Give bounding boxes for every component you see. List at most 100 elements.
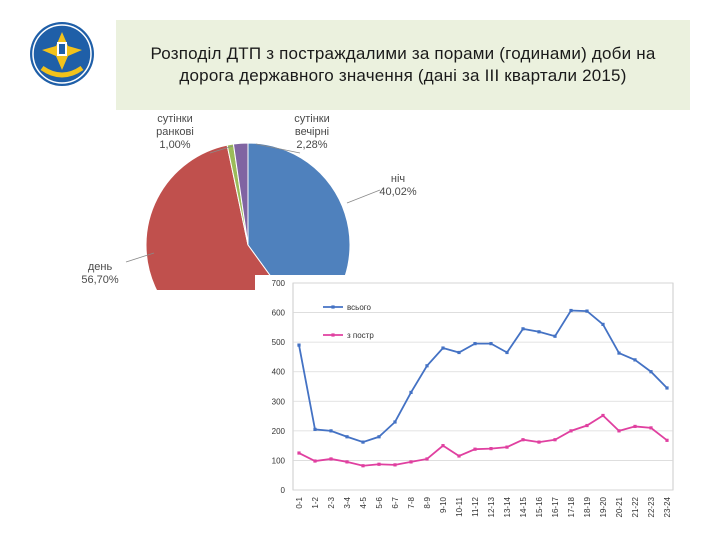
point-з постр-20-21	[617, 429, 621, 433]
point-всього-3-4	[345, 435, 349, 439]
point-всього-7-8	[409, 390, 413, 395]
point-з постр-7-8	[409, 460, 413, 464]
x-tick-12-13: 12-13	[487, 496, 496, 517]
point-з постр-16-17	[553, 438, 557, 442]
line-x-ticks: 0-1 1-2 2-3 3-4 4-5 5-6 6-7 7-8 8-9 9-10 10-11 11-1…	[295, 496, 672, 517]
page-title: Розподіл ДТП з постраждалими за порами (…	[150, 44, 656, 85]
y-tick-300: 300	[272, 397, 286, 406]
point-всього-0-1	[297, 343, 301, 347]
point-всього-20-21	[617, 351, 621, 355]
pie-label-1-line-0: день	[88, 261, 113, 273]
pie-label-2-line-2: 1,00%	[159, 139, 190, 151]
point-всього-23-24	[665, 386, 669, 390]
x-tick-7-8: 7-8	[407, 496, 416, 508]
point-всього-17-18	[569, 308, 573, 313]
point-з постр-4-5	[361, 464, 365, 468]
pie-label-1-line-1: 56,70%	[81, 274, 119, 286]
line-series	[297, 308, 669, 468]
x-tick-8-9: 8-9	[423, 496, 432, 508]
point-з постр-12-13	[489, 447, 493, 451]
x-tick-17-18: 17-18	[567, 496, 576, 517]
pie-slice-0	[247, 142, 351, 290]
point-всього-2-3	[329, 429, 333, 433]
y-tick-200: 200	[272, 427, 286, 436]
pie-leader-evening	[255, 143, 301, 154]
pie-leader-day	[125, 252, 155, 263]
pie-label-3-line-0: сутінки	[294, 113, 330, 125]
series-line-з постр	[298, 414, 668, 467]
point-всього-8-9	[425, 364, 429, 368]
pie-chart: сутінкиранкові1,00%сутінкивечірні2,28%ні…	[81, 113, 417, 290]
point-з постр-6-7	[393, 463, 397, 467]
x-tick-23-24: 23-24	[663, 496, 672, 517]
line-y-ticks: 0 100 200 300 400 500 600 700	[272, 279, 286, 495]
point-з постр-17-18	[569, 429, 573, 433]
point-всього-12-13	[489, 342, 493, 346]
legend-label-з постр: з постр	[347, 331, 374, 340]
point-всього-13-14	[505, 350, 509, 355]
point-з постр-2-3	[329, 457, 333, 461]
pie-label-2-line-1: ранкові	[156, 126, 194, 138]
point-всього-15-16	[537, 330, 541, 334]
x-tick-22-23: 22-23	[647, 496, 656, 517]
x-tick-19-20: 19-20	[599, 496, 608, 517]
y-tick-700: 700	[272, 279, 286, 288]
point-всього-5-6	[377, 435, 381, 439]
x-tick-14-15: 14-15	[519, 496, 528, 517]
pie-label-0-line-1: 40,02%	[379, 186, 417, 198]
point-з постр-18-19	[585, 423, 589, 428]
point-всього-16-17	[553, 334, 557, 338]
point-з постр-21-22	[633, 424, 637, 429]
x-tick-3-4: 3-4	[343, 496, 352, 508]
point-всього-4-5	[361, 440, 365, 444]
x-tick-0-1: 0-1	[295, 496, 304, 508]
point-з постр-9-10	[441, 444, 445, 448]
point-з постр-15-16	[537, 440, 541, 444]
point-всього-11-12	[473, 342, 477, 346]
point-з постр-23-24	[665, 438, 669, 442]
point-всього-19-20	[601, 322, 605, 326]
ukravtodor-logo	[30, 22, 94, 86]
pie-label-3-line-1: вечірні	[295, 126, 329, 138]
x-tick-10-11: 10-11	[455, 496, 464, 516]
y-tick-100: 100	[272, 456, 286, 465]
pie-slices	[145, 142, 351, 290]
legend-label-всього: всього	[347, 303, 372, 312]
series-line-всього	[298, 309, 668, 444]
point-з постр-0-1	[297, 451, 301, 455]
legend-marker-всього	[331, 305, 335, 309]
title-box: Розподіл ДТП з постраждалими за порами (…	[116, 20, 690, 110]
x-tick-20-21: 20-21	[615, 496, 624, 517]
point-з постр-5-6	[377, 462, 381, 466]
x-tick-6-7: 6-7	[391, 496, 400, 508]
point-з постр-13-14	[505, 445, 509, 449]
point-з постр-11-12	[473, 447, 477, 451]
pie-slice-3	[232, 142, 249, 246]
y-tick-500: 500	[272, 338, 286, 347]
y-tick-0: 0	[281, 486, 286, 495]
line-grid	[292, 282, 674, 491]
y-tick-400: 400	[272, 368, 286, 377]
x-tick-21-22: 21-22	[631, 496, 640, 517]
point-всього-1-2	[313, 427, 317, 431]
x-tick-13-14: 13-14	[503, 496, 512, 517]
x-tick-5-6: 5-6	[375, 496, 384, 508]
pie-labels: сутінкиранкові1,00%сутінкивечірні2,28%ні…	[81, 113, 417, 286]
point-з постр-3-4	[345, 460, 349, 464]
point-всього-9-10	[441, 346, 445, 350]
x-tick-2-3: 2-3	[327, 496, 336, 508]
x-tick-1-2: 1-2	[311, 496, 320, 508]
x-tick-11-12: 11-12	[471, 496, 480, 516]
point-всього-21-22	[633, 358, 637, 362]
pie-label-0-line-0: ніч	[391, 173, 405, 185]
x-tick-4-5: 4-5	[359, 496, 368, 508]
legend-marker-з постр	[331, 333, 335, 337]
point-всього-6-7	[393, 420, 397, 424]
pie-leader-morning	[209, 145, 234, 154]
line-legend: всього з постр	[323, 303, 374, 340]
point-з постр-8-9	[425, 457, 429, 461]
point-всього-18-19	[585, 309, 589, 313]
point-з постр-14-15	[521, 438, 525, 442]
point-всього-14-15	[521, 327, 525, 331]
point-з постр-22-23	[649, 426, 653, 430]
